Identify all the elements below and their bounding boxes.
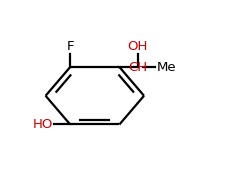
Text: OH: OH — [127, 40, 148, 53]
Text: Me: Me — [157, 61, 177, 74]
Text: CH: CH — [128, 61, 147, 74]
Text: F: F — [66, 40, 74, 53]
Text: HO: HO — [32, 118, 53, 131]
